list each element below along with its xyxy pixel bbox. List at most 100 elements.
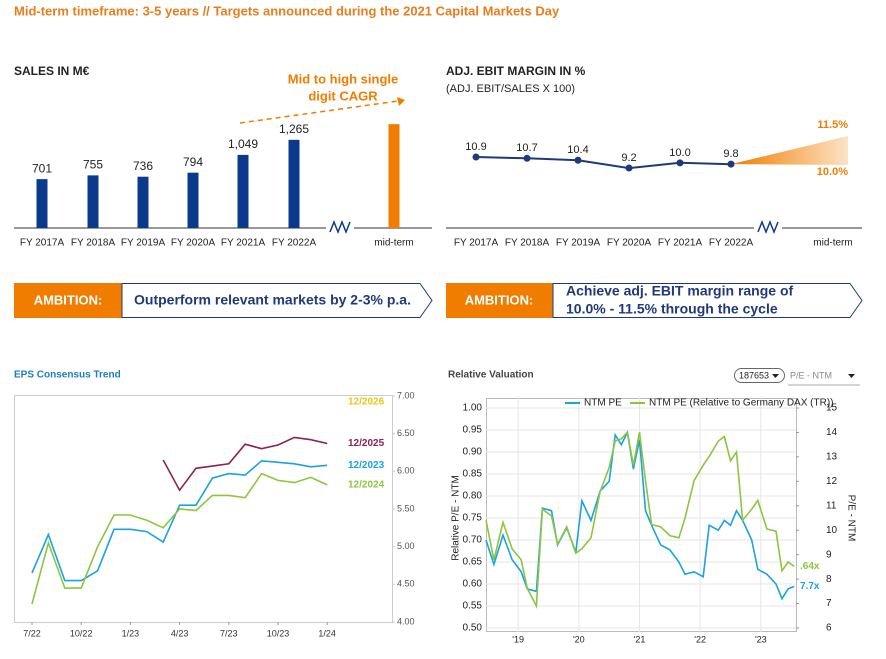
x-tick-label: FY 2018A <box>505 238 550 249</box>
bar <box>237 154 249 228</box>
y-tick-label: 5.50 <box>397 503 415 513</box>
point <box>574 156 582 164</box>
x-tick-label: FY 2020A <box>171 238 216 249</box>
end-label: 7.7x <box>800 581 820 592</box>
data-label: 794 <box>183 155 203 169</box>
series-line <box>162 436 328 492</box>
x-tick-label: 10/22 <box>70 628 93 638</box>
legend-label: NTM PE <box>584 398 622 409</box>
dropdown-arrow <box>848 374 855 378</box>
y-tick-label: 0.90 <box>463 447 483 458</box>
y2-axis-title: P/E - NTM <box>845 495 856 542</box>
data-label: 10.0 <box>669 147 690 159</box>
point <box>625 164 633 172</box>
y-tick-label: 7.00 <box>397 390 415 400</box>
ambition-label-box <box>14 283 122 318</box>
ticker-dropdown[interactable] <box>734 368 785 383</box>
data-label: 10.4 <box>567 144 588 156</box>
target-range <box>731 136 848 165</box>
bar <box>137 176 149 228</box>
annotation: Mid to high single <box>288 71 399 86</box>
annotation: digit CAGR <box>308 88 378 103</box>
data-label: 736 <box>133 159 153 173</box>
data-label: 9.8 <box>723 148 738 160</box>
y-tick-label: 0.85 <box>463 469 483 480</box>
series-label: 12/2026 <box>348 397 385 408</box>
x-tick-label: FY 2019A <box>121 238 166 249</box>
x-tick-label: '19 <box>512 634 524 644</box>
x-tick-label: '21 <box>634 634 646 644</box>
plot-frame <box>486 398 797 632</box>
y2-tick-label: 14 <box>826 427 838 438</box>
ambition-label: AMBITION: <box>465 292 534 307</box>
bar <box>288 139 300 228</box>
chart-title: ADJ. EBIT MARGIN IN % <box>446 64 586 78</box>
data-label: 1,049 <box>228 137 258 151</box>
ambition-box <box>121 283 433 318</box>
ambition-box <box>552 283 863 318</box>
page-title: Mid-term timeframe: 3-5 years // Targets… <box>14 3 560 18</box>
data-label: 10.7 <box>516 142 537 154</box>
x-tick-label: '20 <box>573 634 585 644</box>
series-line <box>485 429 795 601</box>
point <box>472 153 480 161</box>
y2-tick-label: 13 <box>826 452 838 463</box>
x-tick-label: 7/22 <box>23 628 41 638</box>
point <box>523 154 531 162</box>
y2-tick-label: 9 <box>826 549 832 560</box>
y-tick-label: 0.95 <box>463 425 483 436</box>
bar <box>388 124 400 228</box>
x-tick-label: FY 2022A <box>709 238 754 249</box>
y-tick-label: 0.70 <box>463 535 483 546</box>
series-label: 12/2023 <box>348 460 385 471</box>
y-tick-label: 6.00 <box>397 466 415 476</box>
x-tick-label: FY 2021A <box>658 238 703 249</box>
x-tick-label: 7/23 <box>220 628 238 638</box>
metric-dropdown-text[interactable]: P/E - NTM <box>790 370 832 380</box>
x-tick-label: '22 <box>694 634 706 644</box>
data-label: 10.9 <box>465 141 486 153</box>
data-label: 755 <box>83 158 103 172</box>
end-label: .64x <box>800 561 820 572</box>
y-tick-label: 5.00 <box>397 541 415 551</box>
cagr-arrow-head <box>397 97 405 106</box>
point <box>727 160 735 168</box>
y-tick-label: 0.65 <box>463 557 483 568</box>
x-tick-label: FY 2021A <box>221 238 266 249</box>
bar <box>36 179 48 228</box>
data-label: 1,265 <box>279 122 309 136</box>
x-tick-label: FY 2022A <box>272 238 317 249</box>
series-line <box>31 459 328 582</box>
ticker-dropdown-text[interactable]: 187653 <box>739 370 769 380</box>
point <box>676 159 684 167</box>
y2-tick-label: 12 <box>826 476 838 487</box>
y-tick-label: 0.50 <box>463 623 483 634</box>
y2-tick-label: 7 <box>826 598 832 609</box>
x-tick-label: mid-term <box>813 238 852 249</box>
y2-tick-label: 10 <box>826 525 838 536</box>
data-label: 9.2 <box>621 152 636 164</box>
x-tick-label: 10/23 <box>267 628 290 638</box>
y2-tick-label: 11 <box>826 500 837 511</box>
x-tick-label: 1/23 <box>122 628 140 638</box>
y-tick-label: 4.00 <box>397 616 415 626</box>
y2-tick-label: 15 <box>826 403 838 414</box>
axis-break <box>757 219 779 235</box>
bar <box>87 175 99 228</box>
ambition-label: AMBITION: <box>34 292 103 307</box>
chart-subtitle: (ADJ. EBIT/SALES X 100) <box>446 83 575 95</box>
x-tick-label: FY 2019A <box>556 238 601 249</box>
x-tick-label: '23 <box>755 634 767 644</box>
target-label: 10.0% <box>817 166 848 178</box>
chart-title: Relative Valuation <box>448 370 534 381</box>
y-tick-label: 6.50 <box>397 428 415 438</box>
ambition-label-box <box>446 283 553 318</box>
legend-label: NTM PE (Relative to Germany DAX (TR)) <box>649 398 833 409</box>
axis-break <box>329 219 351 235</box>
y2-tick-label: 6 <box>826 623 832 634</box>
series-label: 12/2024 <box>348 480 385 491</box>
chart-title: EPS Consensus Trend <box>14 370 121 381</box>
x-tick-label: mid-term <box>374 238 413 249</box>
y-tick-label: 0.75 <box>463 513 483 524</box>
